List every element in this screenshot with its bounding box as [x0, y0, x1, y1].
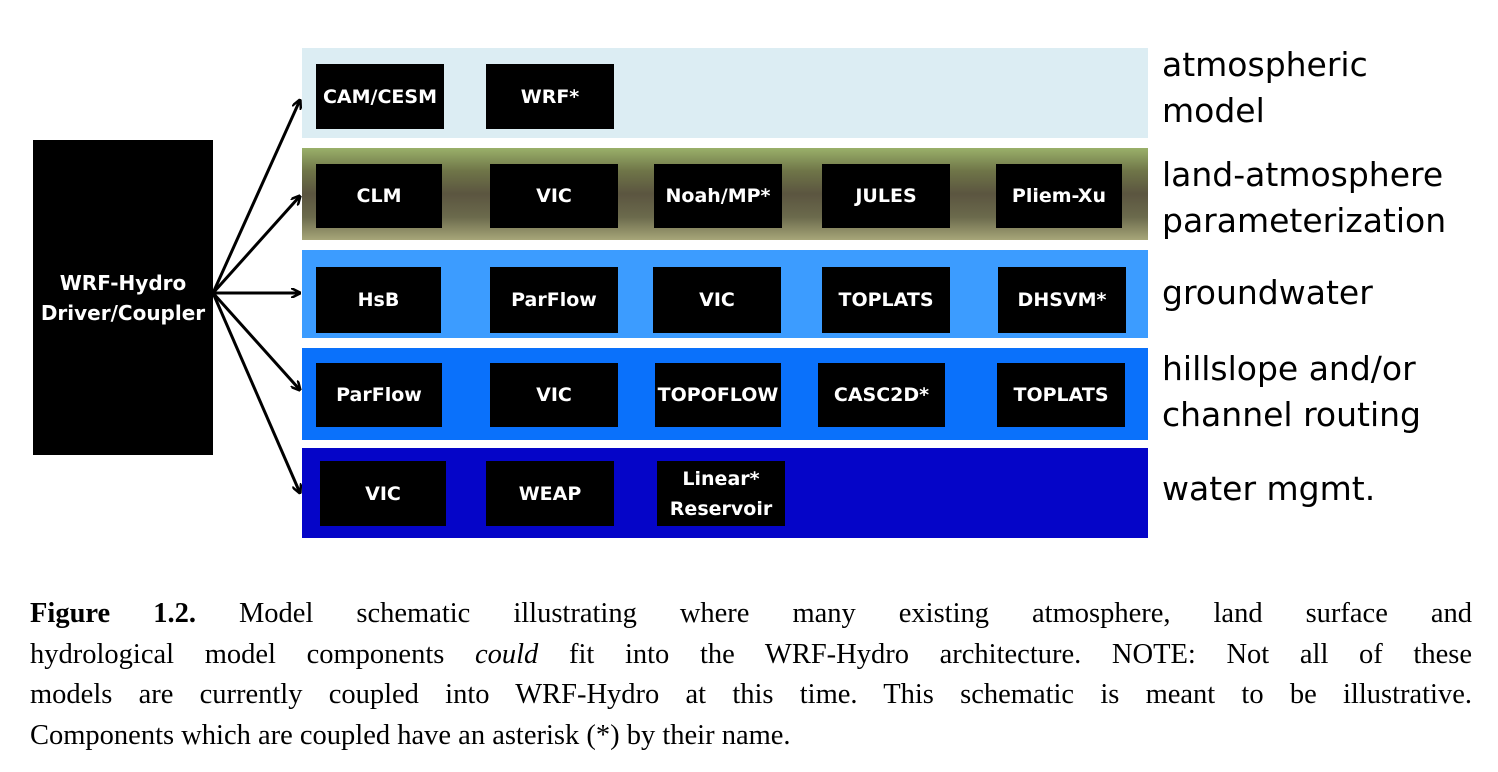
caption-line-4: Components which are coupled have an ast…	[30, 719, 791, 751]
component-box: ParFlow	[490, 267, 618, 333]
caption-emphasis: could	[474, 638, 539, 670]
arrow-to-hillslope	[211, 291, 300, 390]
component-box: VIC	[490, 164, 618, 228]
layer-label-water-mgmt: water mgmt.	[1162, 469, 1376, 508]
layer-label-atmospheric: atmospheric model	[1162, 45, 1368, 130]
figure-caption: Figure 1.2. Model schematic illustrating…	[30, 594, 1472, 756]
caption-line-2: hydrological model components could fit …	[30, 638, 1472, 670]
driver-line2: Driver/Coupler	[40, 300, 206, 325]
component-box: WEAP	[486, 461, 614, 526]
component-box: CASC2D*	[818, 363, 945, 427]
component-box: WRF*	[486, 64, 614, 129]
component-box: VIC	[653, 267, 781, 333]
component-box: Noah/MP*	[654, 164, 782, 228]
component-box: CLM	[316, 164, 442, 228]
layer-label-land-atmosphere: land-atmosphere parameterization	[1162, 155, 1447, 240]
component-box: Linear* Reservoir	[657, 461, 785, 526]
component-box: VIC	[490, 363, 618, 427]
layer-label-hillslope: hillslope and/or channel routing	[1162, 349, 1421, 434]
arrow-to-atmospheric	[211, 100, 300, 294]
arrow-to-land-atmosphere	[211, 196, 300, 295]
component-box: HsB	[316, 267, 441, 333]
figure-label: Figure 1.2.	[30, 598, 196, 629]
driver-coupler-box: WRF-Hydro Driver/Coupler	[33, 140, 213, 455]
arrow-to-water-mgmt	[211, 292, 300, 493]
component-box: Pliem-Xu	[996, 164, 1122, 228]
component-box: TOPLATS	[997, 363, 1125, 427]
driver-line1: WRF-Hydro	[59, 270, 187, 295]
component-box: CAM/CESM	[316, 64, 444, 129]
component-box: ParFlow	[316, 363, 442, 427]
component-box: JULES	[822, 164, 950, 228]
component-box: TOPLATS	[822, 267, 950, 333]
caption-line-3: models are currently coupled into WRF-Hy…	[30, 679, 1472, 710]
component-box: TOPOFLOW	[655, 363, 781, 427]
caption-line-1: Figure 1.2. Model schematic illustrating…	[30, 598, 1472, 629]
driver-arrows	[211, 0, 1498, 560]
component-box: VIC	[320, 461, 446, 526]
layer-label-groundwater: groundwater	[1162, 273, 1373, 312]
component-box: DHSVM*	[998, 267, 1126, 333]
model-schematic: WRF-Hydro Driver/Coupler CAM/CESM WRF* a…	[33, 0, 1498, 560]
